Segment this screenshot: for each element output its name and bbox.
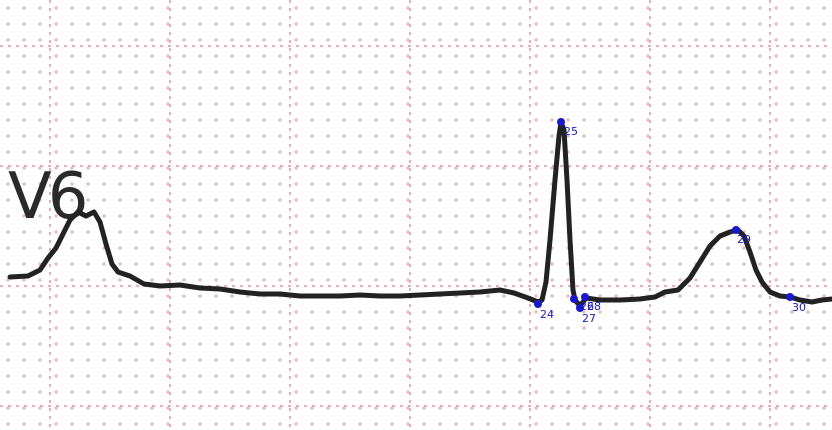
marker-dot <box>732 226 740 234</box>
marker-label: 30 <box>792 301 806 314</box>
marker-27: 27 <box>576 304 596 325</box>
marker-dot <box>786 293 794 301</box>
annotation-markers: 24 25 26 27 28 29 <box>534 118 806 325</box>
marker-label: 24 <box>540 308 554 321</box>
marker-28: 28 <box>581 293 601 313</box>
marker-24: 24 <box>534 300 554 321</box>
marker-dot <box>581 293 589 301</box>
marker-30: 30 <box>786 293 806 314</box>
marker-label: 28 <box>587 300 601 313</box>
marker-dot <box>534 300 542 308</box>
marker-29: 29 <box>732 226 751 246</box>
lead-label: V6 <box>8 160 85 234</box>
marker-dot <box>557 118 565 126</box>
marker-dot <box>576 304 584 312</box>
marker-label: 25 <box>564 125 578 138</box>
marker-25: 25 <box>557 118 578 138</box>
marker-label: 27 <box>582 312 596 325</box>
marker-dot <box>570 295 578 303</box>
marker-label: 29 <box>737 233 751 246</box>
